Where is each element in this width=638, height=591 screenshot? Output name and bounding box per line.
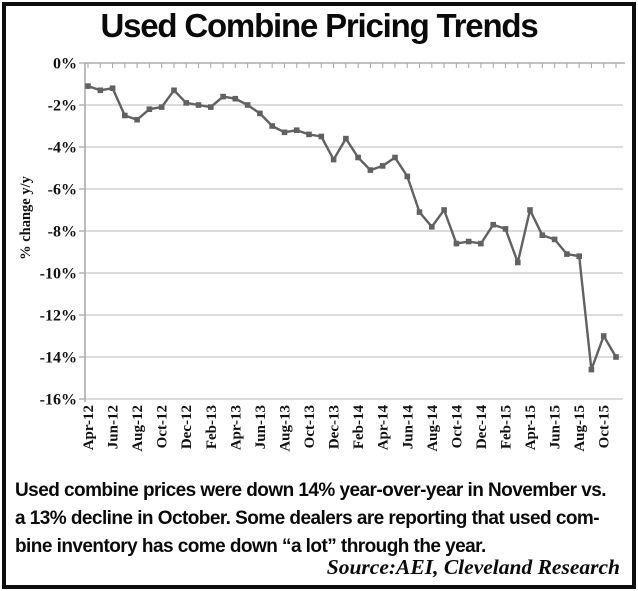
svg-text:Oct-14: Oct-14	[449, 405, 465, 449]
caption-line-2: a 13% decline in October. Some dealers a…	[15, 508, 600, 529]
svg-text:-2%: -2%	[48, 98, 77, 115]
svg-text:Oct-15: Oct-15	[597, 405, 613, 448]
svg-text:Jun-13: Jun-13	[253, 405, 269, 449]
caption-line-1: Used combine prices were down 14% year-o…	[15, 480, 607, 501]
svg-text:-14%: -14%	[40, 350, 77, 367]
svg-text:-10%: -10%	[40, 266, 77, 283]
svg-text:Feb-15: Feb-15	[498, 405, 514, 449]
y-axis-labels: 0% -2% -4% -6% -8% -10% -12% -14% -16%	[40, 56, 77, 409]
svg-text:-8%: -8%	[48, 224, 77, 241]
x-axis-labels: Apr-12 Jun-12 Aug-12 Oct-12 Dec-12 Feb-13 Apr-…	[81, 405, 613, 452]
svg-text:-12%: -12%	[40, 308, 77, 325]
svg-text:Apr-13: Apr-13	[228, 405, 244, 450]
svg-text:Jun-14: Jun-14	[400, 405, 416, 450]
svg-text:-16%: -16%	[40, 392, 77, 409]
svg-text:Apr-14: Apr-14	[376, 405, 392, 451]
source-credit: Source:AEI, Cleveland Research	[326, 555, 620, 579]
svg-text:Feb-13: Feb-13	[204, 405, 220, 449]
data-point-markers	[85, 83, 619, 373]
svg-text:Aug-14: Aug-14	[425, 405, 441, 452]
svg-text:Apr-15: Apr-15	[523, 405, 539, 450]
axes	[79, 62, 625, 402]
caption: Used combine prices were down 14% year-o…	[15, 477, 624, 561]
svg-text:Oct-13: Oct-13	[302, 405, 318, 448]
svg-text:Oct-12: Oct-12	[155, 405, 171, 448]
pricing-trend-chart: 0% -2% -4% -6% -8% -10% -12% -14% -16%Apr-12 Jun-…	[18, 56, 625, 452]
y-axis-title: % change y/y	[18, 175, 34, 260]
svg-text:-4%: -4%	[48, 140, 77, 157]
svg-text:Aug-13: Aug-13	[277, 405, 293, 452]
svg-text:Dec-14: Dec-14	[474, 405, 490, 450]
svg-text:Apr-12: Apr-12	[81, 405, 97, 450]
svg-text:Feb-14: Feb-14	[351, 405, 367, 450]
svg-text:Dec-13: Dec-13	[327, 405, 343, 449]
svg-text:Aug-12: Aug-12	[130, 405, 146, 452]
caption-line-3: bine inventory has come down “a lot” thr…	[15, 536, 486, 557]
gridlines	[85, 104, 623, 400]
svg-text:Dec-12: Dec-12	[179, 405, 195, 449]
svg-text:Jun-15: Jun-15	[548, 405, 564, 449]
svg-text:0%: 0%	[53, 56, 77, 73]
svg-text:Jun-12: Jun-12	[106, 405, 122, 449]
svg-text:Aug-15: Aug-15	[572, 405, 588, 452]
svg-text:-6%: -6%	[48, 182, 77, 199]
chart-title: Used Combine Pricing Trends	[100, 7, 538, 44]
trend-line	[87, 84, 618, 371]
